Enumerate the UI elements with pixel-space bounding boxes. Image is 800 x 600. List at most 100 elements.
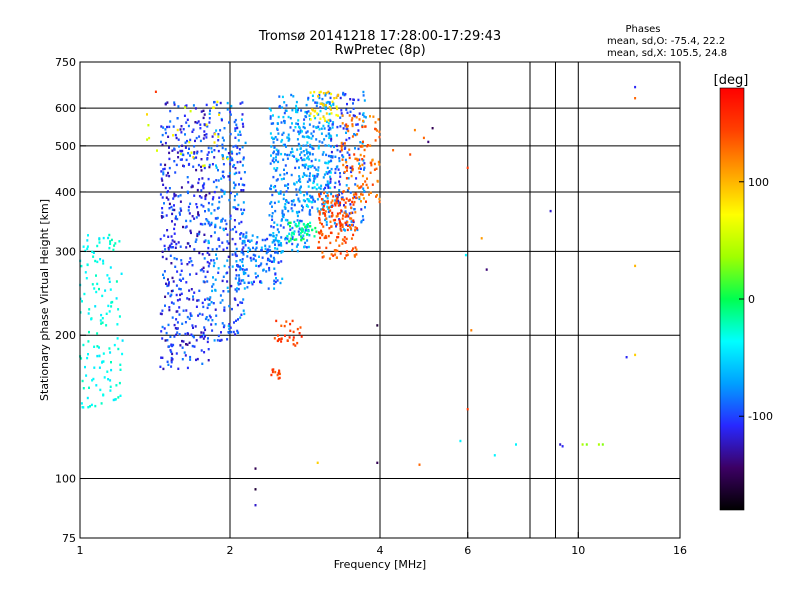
data-point xyxy=(363,168,365,171)
data-point xyxy=(231,307,233,311)
data-point xyxy=(345,123,348,126)
data-point xyxy=(296,219,299,222)
data-point xyxy=(276,178,279,181)
data-point xyxy=(185,246,188,249)
data-point xyxy=(215,314,218,317)
data-point xyxy=(306,157,309,160)
data-point xyxy=(307,136,310,139)
data-point xyxy=(301,158,304,162)
data-point xyxy=(168,166,171,170)
data-point xyxy=(101,294,104,298)
data-point xyxy=(302,125,305,129)
data-point xyxy=(228,178,231,181)
data-point xyxy=(202,164,205,168)
data-point xyxy=(164,163,167,167)
data-point xyxy=(291,248,294,252)
data-point xyxy=(302,144,305,147)
data-point xyxy=(180,262,183,265)
data-point xyxy=(309,118,312,121)
data-point xyxy=(246,286,249,289)
data-point xyxy=(234,242,237,246)
data-point xyxy=(329,180,332,183)
data-point xyxy=(292,336,295,339)
data-point xyxy=(291,242,294,246)
data-point xyxy=(348,114,351,117)
data-point xyxy=(341,242,344,245)
y-tick-label: 100 xyxy=(55,473,76,486)
data-point xyxy=(195,358,197,362)
data-point xyxy=(204,298,206,301)
data-point xyxy=(161,207,164,210)
data-point xyxy=(241,260,244,264)
data-point xyxy=(298,175,301,178)
data-point xyxy=(347,129,350,133)
data-point xyxy=(147,124,150,127)
data-point xyxy=(222,139,225,142)
data-point xyxy=(167,235,170,238)
data-point xyxy=(287,183,290,186)
data-point xyxy=(217,133,220,136)
data-point xyxy=(164,304,166,307)
data-point xyxy=(176,270,179,273)
data-point xyxy=(200,189,203,192)
data-point xyxy=(345,108,348,111)
data-point xyxy=(318,213,321,216)
data-point xyxy=(268,107,271,110)
data-point xyxy=(173,195,176,198)
colorbar-tick-label: 100 xyxy=(748,176,769,189)
data-point xyxy=(307,155,310,158)
data-point xyxy=(336,197,339,200)
data-point xyxy=(259,264,262,267)
data-point xyxy=(189,219,192,223)
data-point xyxy=(234,118,237,122)
data-point xyxy=(282,177,285,180)
data-point xyxy=(223,324,226,327)
data-point xyxy=(324,107,327,110)
data-point xyxy=(286,171,288,175)
data-point xyxy=(179,344,182,347)
data-point xyxy=(334,218,337,222)
data-point xyxy=(286,219,289,222)
data-point xyxy=(210,301,213,304)
data-point xyxy=(289,237,292,240)
data-point xyxy=(309,91,312,94)
data-point xyxy=(350,170,353,174)
data-point xyxy=(242,298,245,301)
data-point xyxy=(272,141,275,144)
data-point xyxy=(193,248,196,251)
data-point xyxy=(200,158,203,161)
data-point xyxy=(296,341,299,345)
data-point xyxy=(206,251,209,255)
data-point xyxy=(208,163,211,167)
data-point xyxy=(175,310,178,313)
data-point xyxy=(369,144,372,147)
data-point xyxy=(322,115,325,118)
data-point xyxy=(352,114,355,117)
data-point xyxy=(329,171,332,174)
data-point xyxy=(347,177,350,180)
data-point xyxy=(360,221,363,224)
data-point xyxy=(273,240,276,243)
data-point xyxy=(280,121,283,124)
data-point xyxy=(330,150,333,154)
data-point xyxy=(166,125,168,129)
data-point xyxy=(315,168,318,171)
data-point xyxy=(336,125,339,129)
data-point xyxy=(272,234,275,238)
data-point xyxy=(345,197,348,200)
data-point xyxy=(180,279,182,282)
data-point xyxy=(287,133,290,136)
data-point xyxy=(339,224,342,227)
data-point xyxy=(200,196,203,199)
data-point xyxy=(221,136,224,139)
data-point xyxy=(311,153,314,156)
data-point xyxy=(175,215,177,218)
data-point xyxy=(160,215,163,218)
data-point xyxy=(286,200,288,203)
data-point xyxy=(244,244,247,247)
data-point xyxy=(299,190,302,194)
data-point xyxy=(342,155,345,159)
data-point xyxy=(318,121,321,124)
data-point xyxy=(295,100,298,104)
data-point xyxy=(317,231,320,234)
